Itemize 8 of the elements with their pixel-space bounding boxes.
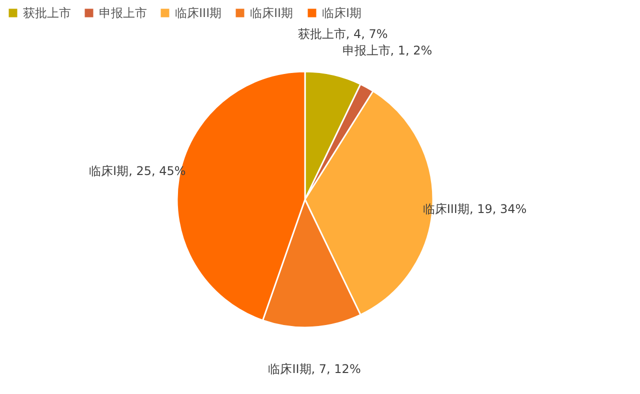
category-label: 获批上市, 4, 7%	[298, 26, 388, 41]
legend-label: 临床I期	[322, 6, 362, 20]
category-label: 申报上市, 1, 2%	[342, 44, 432, 58]
legend-label: 获批上市	[23, 6, 71, 20]
category-label: 临床II期, 7, 12%	[268, 362, 361, 376]
legend-label: 申报上市	[99, 6, 147, 20]
legend-label: 临床III期	[175, 6, 222, 20]
legend-label: 临床II期	[250, 6, 294, 20]
